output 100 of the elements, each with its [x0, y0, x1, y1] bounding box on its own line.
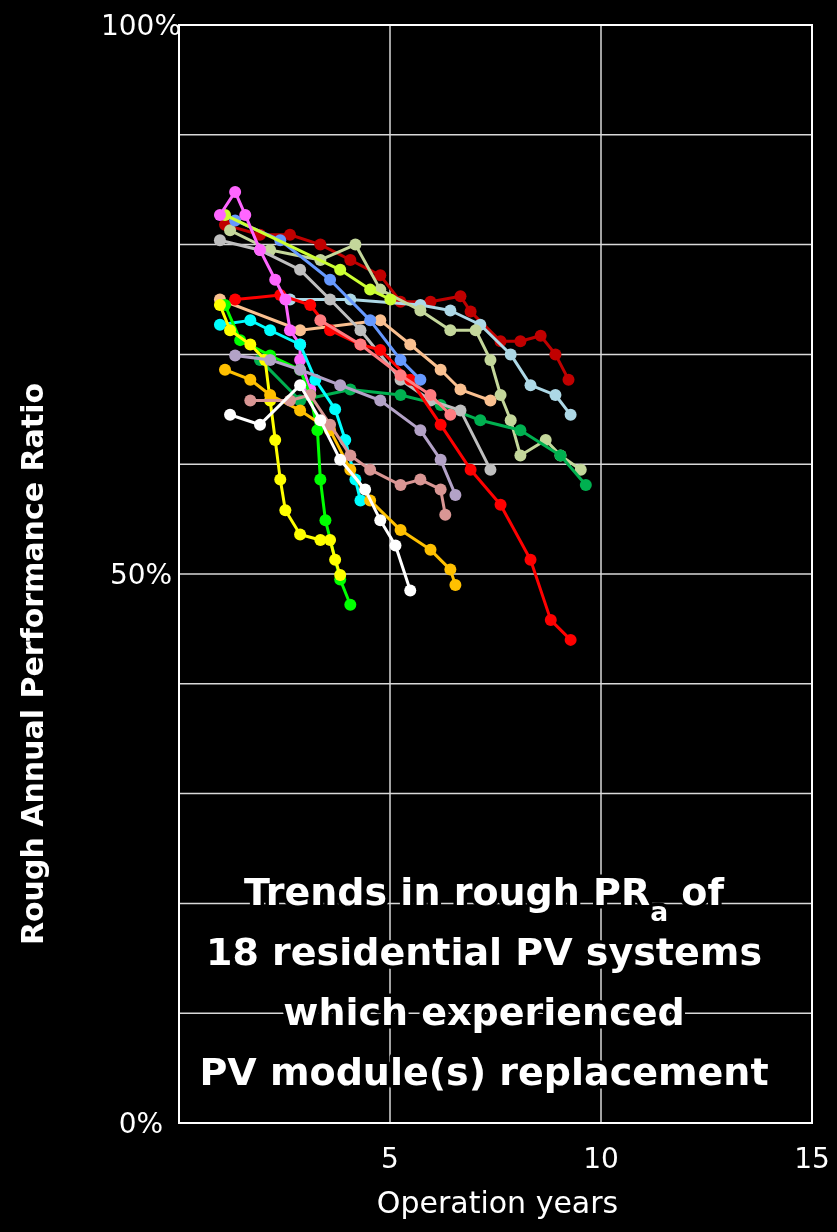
point — [454, 290, 467, 303]
point — [484, 463, 497, 476]
point — [434, 483, 447, 496]
point — [514, 424, 527, 437]
point — [389, 539, 402, 552]
point — [449, 578, 462, 591]
point — [534, 329, 547, 342]
point — [324, 273, 337, 286]
point — [394, 524, 407, 537]
x-axis-title: Operation years — [376, 1185, 619, 1220]
point — [334, 379, 347, 392]
point — [329, 403, 342, 416]
point — [314, 238, 327, 251]
point — [544, 614, 557, 627]
point — [344, 253, 357, 266]
point — [244, 338, 257, 351]
point — [274, 473, 287, 486]
point — [464, 305, 477, 318]
point — [454, 383, 467, 396]
point — [213, 298, 226, 311]
point — [314, 314, 327, 327]
point — [279, 293, 292, 306]
point — [494, 498, 507, 511]
point — [394, 353, 407, 366]
point — [514, 335, 527, 348]
point — [364, 283, 377, 296]
point — [494, 389, 507, 402]
point — [562, 373, 575, 386]
point — [484, 394, 497, 407]
point — [314, 414, 327, 427]
point — [349, 238, 362, 251]
point — [524, 553, 537, 566]
point — [244, 373, 257, 386]
point — [579, 479, 592, 492]
point — [324, 418, 337, 431]
point — [213, 318, 226, 331]
point — [279, 504, 292, 517]
point — [549, 389, 562, 402]
point — [374, 314, 387, 327]
point — [374, 269, 387, 282]
point — [329, 553, 342, 566]
point — [239, 208, 252, 221]
point — [444, 324, 457, 337]
point — [229, 293, 242, 306]
point — [319, 514, 332, 527]
point — [364, 314, 377, 327]
point — [334, 569, 347, 582]
point — [294, 404, 307, 417]
point — [514, 449, 527, 462]
point — [264, 324, 277, 337]
point — [374, 394, 387, 407]
point — [213, 208, 226, 221]
point — [324, 533, 337, 546]
point — [344, 449, 357, 462]
point — [424, 389, 437, 402]
x-tick-label: 15 — [794, 1142, 830, 1175]
point — [294, 263, 307, 276]
point — [384, 293, 397, 306]
point — [294, 379, 307, 392]
point — [444, 563, 457, 576]
point — [404, 338, 417, 351]
point — [264, 353, 277, 366]
point — [574, 463, 587, 476]
point — [219, 363, 231, 376]
point — [224, 324, 237, 337]
y-tick-label: 100% — [100, 8, 182, 42]
point — [213, 234, 226, 247]
point — [364, 463, 377, 476]
point — [414, 373, 427, 386]
point — [564, 633, 577, 646]
point — [283, 228, 296, 241]
y-tick-label: 50% — [109, 557, 173, 591]
point — [269, 273, 282, 286]
point — [474, 414, 487, 427]
point — [229, 185, 242, 198]
point — [524, 379, 537, 392]
point — [504, 414, 517, 427]
point — [224, 224, 237, 237]
point — [439, 508, 452, 521]
x-tick-label: 10 — [583, 1142, 619, 1175]
point — [434, 363, 447, 376]
point — [444, 408, 457, 421]
point — [424, 543, 437, 556]
point — [314, 473, 327, 486]
point — [464, 463, 477, 476]
point — [444, 304, 457, 317]
point — [469, 324, 482, 337]
point — [394, 389, 407, 402]
point — [344, 598, 357, 611]
point — [404, 584, 417, 597]
point — [449, 488, 462, 501]
point — [564, 408, 577, 421]
point — [354, 324, 367, 337]
y-axis-title: Rough Annual Performance Ratio — [15, 382, 50, 946]
y-tick-label: 0% — [118, 1106, 164, 1140]
point — [283, 324, 296, 337]
point — [549, 348, 562, 361]
point — [244, 394, 257, 407]
point — [414, 304, 427, 317]
point — [294, 324, 307, 337]
